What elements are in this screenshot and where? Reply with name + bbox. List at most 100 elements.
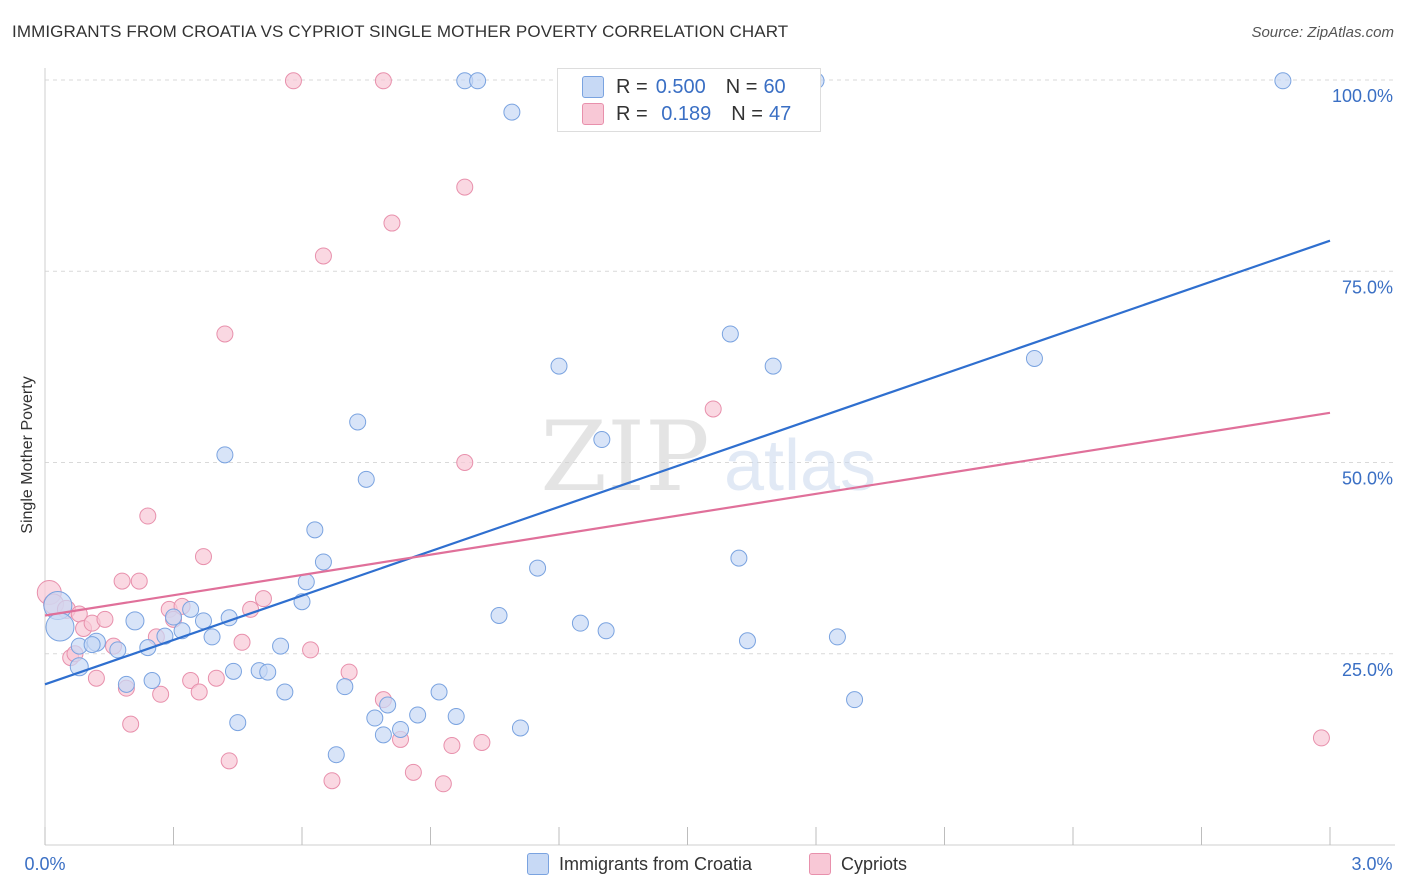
croatia-point [846,691,864,709]
croatia-point [306,521,324,539]
croatia-point [349,413,367,431]
croatia-point [511,719,529,737]
croatia-point [109,641,127,659]
cypriots-point [242,600,260,618]
croatia-point [125,611,145,631]
croatia-point [259,663,277,681]
croatia-point [730,549,748,567]
grid-lines [45,79,1395,655]
croatia-point [83,636,101,654]
tick-labels: 25.0% 50.0% 75.0% 100.0% 0.0% 3.0% [24,86,1393,874]
legend-row-croatia: R = 0.500 N = 60 [582,74,786,100]
cypriots-point [122,715,140,733]
croatia-point [828,628,846,646]
croatia-point [165,608,182,626]
croatia-point [272,637,290,655]
legend-row-cypriots: R = 0.189 N = 47 [582,101,791,127]
legend-n-label: N = [731,102,763,125]
legend-n-label: N = [725,75,758,98]
legend-r-value: 0.500 [655,75,706,98]
bottom-legend-label-croatia: Immigrants from Croatia [559,853,753,874]
source-label: Source: ZipAtlas.com [1251,24,1394,41]
cypriots-point [443,737,461,755]
legend-n-value: 60 [763,75,786,98]
cypriots-point [233,633,251,651]
bottom-legend-swatch-croatia [527,853,549,875]
croatia-point [738,632,756,650]
croatia-point [366,709,384,727]
croatia-point [327,746,345,764]
croatia-point [409,706,427,724]
croatia-trend-line [44,239,1331,686]
croatia-point [447,707,465,725]
cypriots-point [182,672,200,690]
watermark-atlas: atlas [724,426,876,506]
legend-r-label: R = [616,102,648,125]
legend-n-value: 47 [768,102,792,125]
cypriots-point [302,641,320,659]
croatia-point [143,672,161,690]
cypriots-point [87,669,105,687]
watermark-zip: ZIP [540,401,709,513]
croatia-point [529,559,547,577]
croatia-points [43,72,1292,764]
croatia-point [203,628,221,646]
croatia-point [156,627,174,645]
y-tick-label: 25.0% [1342,660,1393,680]
croatia-point [45,612,75,642]
croatia-point [194,612,212,630]
y-tick-label: 100.0% [1332,86,1393,106]
cypriots-point [139,507,157,525]
legend-r-value: 0.189 [655,102,712,125]
croatia-point [550,357,568,375]
watermark: ZIP atlas [540,401,876,513]
croatia-point [571,614,589,632]
bottom-legend-swatch-cypriots [809,853,831,875]
cypriots-point [284,72,302,90]
croatia-point [314,553,332,571]
cypriots-point [207,669,225,687]
cypriots-point [220,752,238,770]
croatia-point [374,726,392,744]
croatia-point [597,622,615,640]
cypriots-point [190,683,208,701]
cypriots-point [374,72,392,90]
cypriots-point [456,454,474,471]
axes [44,68,1395,846]
trend-lines [44,239,1331,686]
x-tick-label: 0.0% [24,854,65,874]
cypriots-point [194,548,212,566]
croatia-point [392,720,410,738]
cypriots-point [96,610,114,628]
croatia-point [1025,349,1043,367]
cypriots-point [216,325,234,343]
croatia-point [721,325,739,343]
croatia-point [182,600,200,618]
cypriots-point [130,572,148,590]
bottom-legend-label-cypriots: Cypriots [841,853,908,874]
croatia-point [117,675,135,693]
legend-swatch-croatia [582,76,604,98]
croatia-point [469,72,487,90]
croatia-point [1274,72,1292,90]
cypriots-point [404,763,422,781]
cypriots-point [113,572,131,590]
cypriots-point [323,772,341,790]
cypriots-trend-line [44,411,1331,617]
croatia-point [229,714,247,732]
croatia-point [503,103,521,121]
cypriots-point [1312,729,1330,747]
cypriots-point [456,178,474,196]
cypriots-point [314,247,332,265]
cypriots-point [152,685,170,703]
chart-title: IMMIGRANTS FROM CROATIA VS CYPRIOT SINGL… [12,22,789,41]
y-tick-label: 75.0% [1342,277,1393,297]
croatia-point [379,696,397,714]
legend-swatch-cypriots [582,103,604,125]
croatia-point [490,607,508,624]
croatia-point [430,683,448,701]
croatia-point [276,683,294,701]
croatia-point [764,357,782,375]
x-tick-label: 3.0% [1351,854,1392,874]
